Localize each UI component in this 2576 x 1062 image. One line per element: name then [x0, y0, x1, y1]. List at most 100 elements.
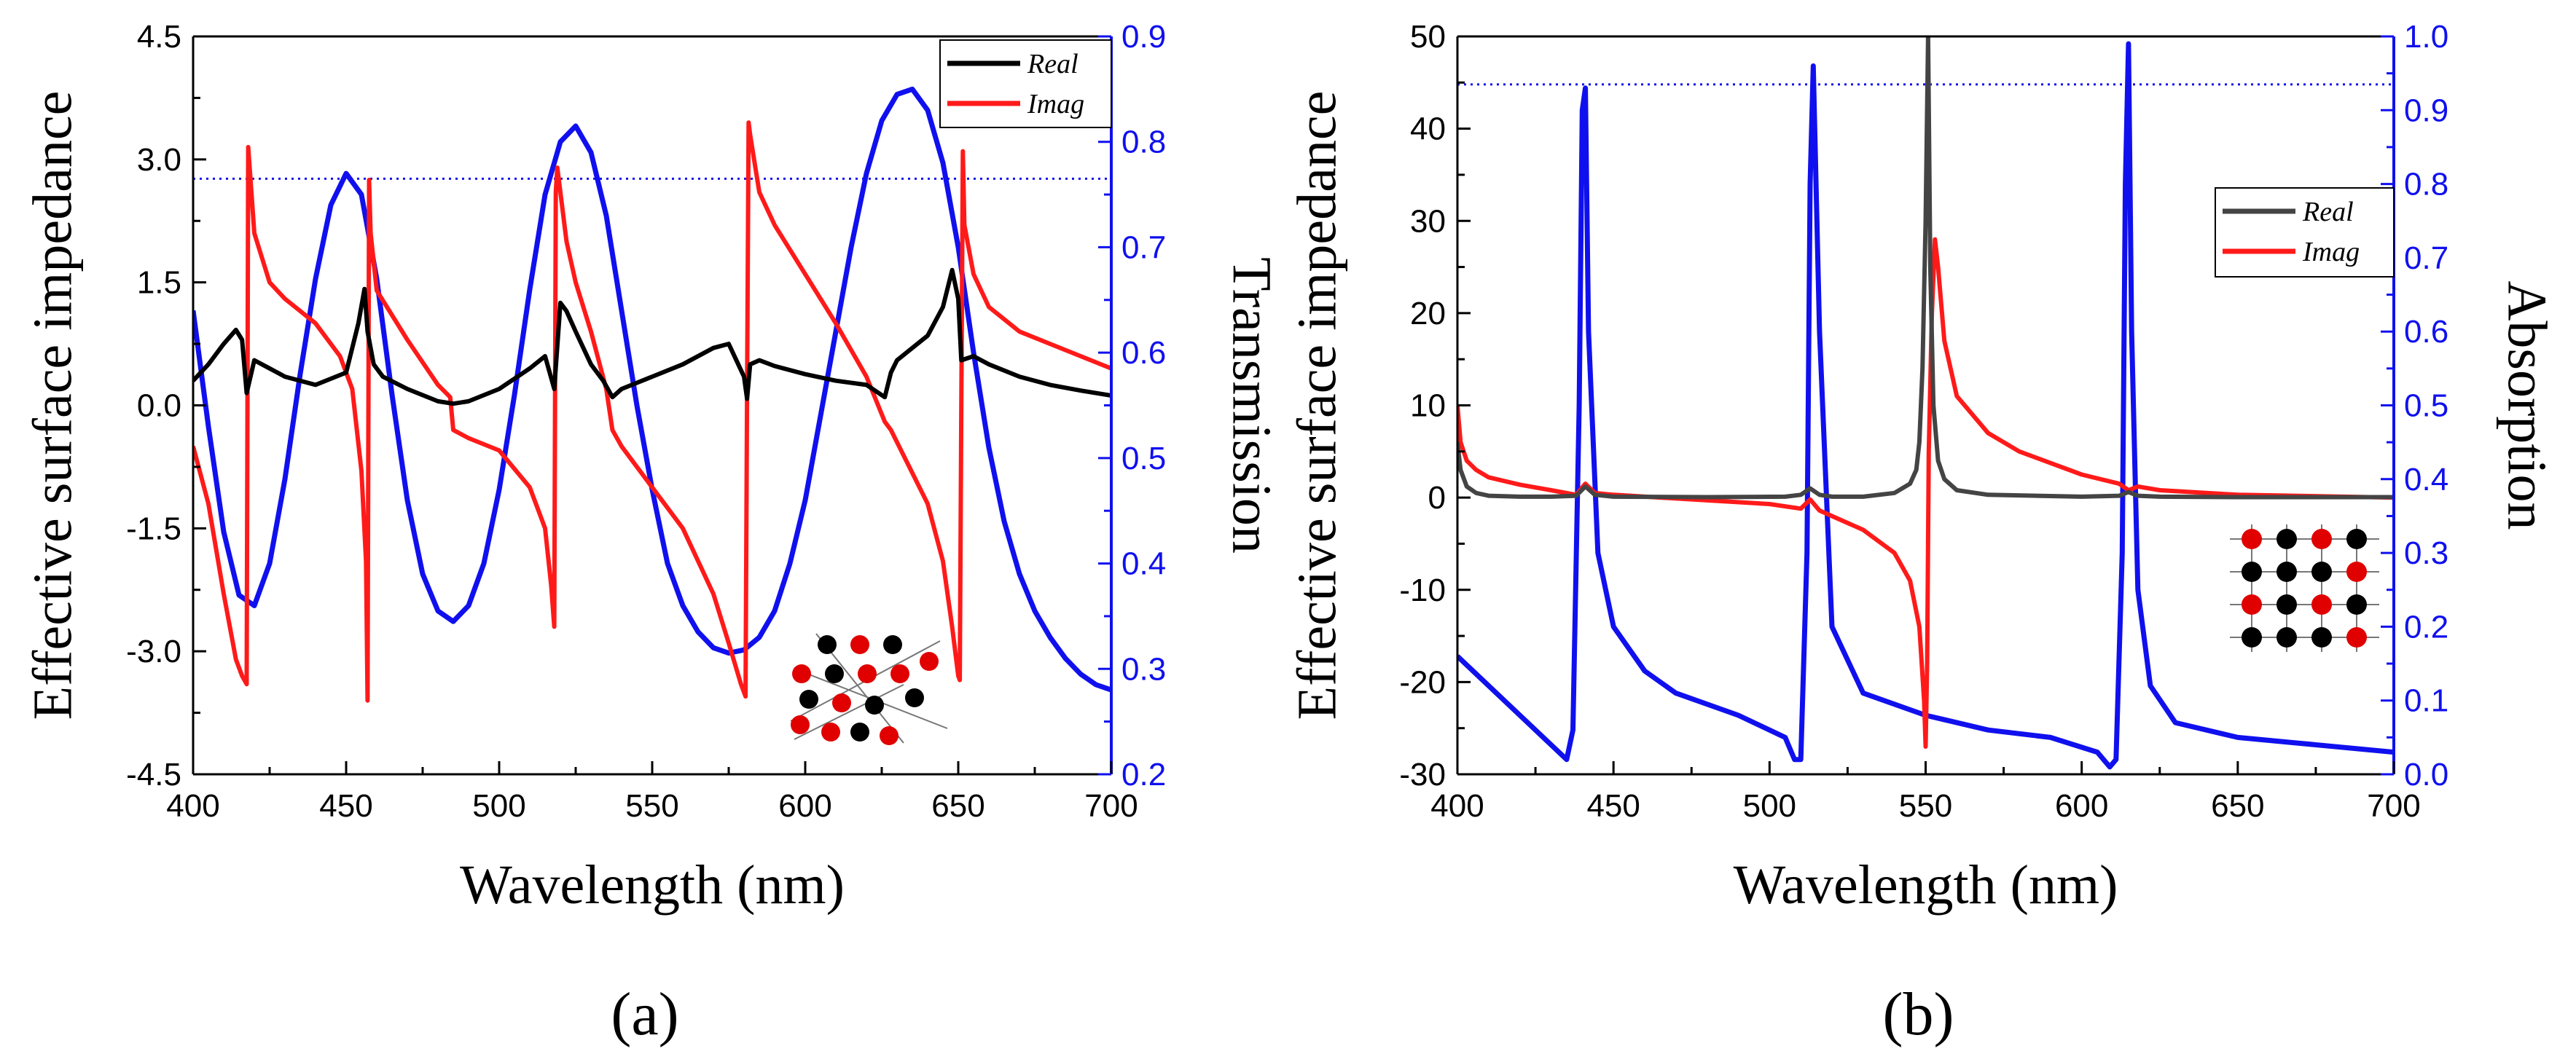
atom-red [791, 715, 810, 734]
y-tick-label: 50 [1410, 19, 1446, 55]
atom-red [880, 726, 899, 745]
y-tick-label: 20 [1410, 296, 1446, 331]
y2-tick-label: 0.9 [2404, 93, 2448, 128]
series-line-imag [193, 120, 1111, 703]
atom-black [2276, 529, 2297, 549]
y2-axis-title: Absorption [2497, 281, 2558, 530]
y2-tick-label: 0.4 [1121, 546, 1166, 582]
y2-tick-label: 0.9 [1121, 19, 1166, 55]
panel-label: (b) [1883, 980, 1954, 1048]
legend-box [939, 39, 1112, 128]
atom-red [2311, 529, 2332, 549]
atom-black [2311, 562, 2332, 582]
x-tick-label: 500 [1743, 788, 1796, 824]
atom-black [825, 664, 844, 683]
y-tick-label: 3.0 [137, 142, 181, 178]
y2-axis-title: Transmission [1221, 257, 1283, 554]
y-tick-label: 0 [1428, 480, 1446, 516]
y-tick-label: -10 [1399, 573, 1446, 608]
atom-red [2242, 594, 2262, 615]
x-tick-label: 700 [2367, 788, 2420, 824]
y-tick-label: -30 [1399, 757, 1446, 792]
x-tick-label: 550 [625, 788, 678, 824]
y2-tick-label: 0.3 [2404, 535, 2448, 571]
y2-tick-label: 0.8 [2404, 167, 2448, 202]
atom-red [890, 664, 909, 683]
x-tick-label: 400 [1430, 788, 1484, 824]
y-tick-label: -1.5 [126, 511, 181, 546]
atom-red [858, 664, 877, 683]
y-tick-label: 1.5 [137, 265, 181, 301]
atom-black [2276, 627, 2297, 648]
atom-red [821, 723, 840, 742]
y2-tick-label: 0.7 [1121, 229, 1166, 265]
atom-black [2242, 562, 2262, 582]
y2-tick-label: 0.5 [1121, 441, 1166, 476]
series-line-real [1457, 36, 2394, 500]
atom-black [2346, 529, 2367, 549]
lattice-bond [794, 684, 904, 740]
y-tick-label: 0.0 [137, 388, 181, 424]
atom-red [2346, 627, 2367, 648]
legend-label-imag: Imag [2302, 237, 2360, 267]
x-tick-label: 600 [778, 788, 831, 824]
atom-red [792, 664, 811, 683]
x-axis-title: Wavelength (nm) [460, 854, 845, 916]
y2-tick-label: 0.8 [1121, 125, 1166, 160]
legend-box [2215, 187, 2395, 278]
atom-black [2311, 627, 2332, 648]
y2-tick-label: 0.1 [2404, 683, 2448, 719]
y2-tick-label: 1.0 [2404, 19, 2448, 55]
y-axis-title: Effective surface impedance [22, 91, 83, 720]
y2-tick-label: 0.5 [2404, 388, 2448, 424]
atom-black [799, 690, 818, 709]
y2-tick-label: 0.2 [1121, 757, 1166, 792]
atom-red [920, 652, 939, 671]
chart-panel-a: 400 450 500 550 600 650 700 -4.5 -3.0 -1.5 0.0 1.5 3… [22, 19, 1282, 1048]
atom-black [818, 635, 837, 654]
atom-black [2346, 594, 2367, 615]
y2-tick-label: 0.6 [2404, 314, 2448, 350]
y-tick-label: -3.0 [126, 634, 181, 669]
x-tick-label: 500 [472, 788, 525, 824]
legend-label-real: Real [2302, 197, 2354, 227]
y-tick-label: -20 [1399, 664, 1446, 700]
y-tick-label: 30 [1410, 203, 1446, 239]
legend: Real Imag [939, 39, 1112, 128]
series-line-imag [1457, 237, 2394, 749]
series-line-real [193, 267, 1111, 406]
x-tick-label: 600 [2055, 788, 2108, 824]
lattice-inset-a [790, 633, 948, 745]
y-tick-label: 10 [1410, 388, 1446, 424]
legend-label-real: Real [1027, 49, 1078, 79]
x-tick-label: 650 [931, 788, 984, 824]
atom-black [883, 635, 902, 654]
x-tick-label: 400 [166, 788, 219, 824]
y2-tick-label: 0.4 [2404, 462, 2448, 497]
series-line-absorption [1457, 41, 2394, 770]
y2-tick-label: 0.3 [1121, 651, 1166, 687]
chart-panel-b: 400 450 500 550 600 650 700 -30 -20 -10 0 10 20 30 40 5… [1286, 19, 2557, 1048]
atom-black [2276, 594, 2297, 615]
atom-black [2242, 627, 2262, 648]
atom-red [2242, 529, 2262, 549]
x-tick-label: 700 [1084, 788, 1138, 824]
atom-black [905, 688, 924, 707]
panel-label: (a) [611, 980, 678, 1048]
x-tick-label: 450 [1586, 788, 1640, 824]
y2-tick-label: 0.2 [2404, 609, 2448, 645]
y2-tick-label: 0.0 [2404, 757, 2448, 792]
y2-tick-label: 0.7 [2404, 240, 2448, 276]
atom-black [2276, 562, 2297, 582]
atom-black [865, 696, 884, 715]
atom-red [2311, 594, 2332, 615]
x-tick-label: 550 [1899, 788, 1952, 824]
lattice-inset-b [2230, 524, 2379, 652]
y-axis-title: Effective surface impedance [1286, 91, 1347, 720]
atom-red [2346, 562, 2367, 582]
atom-red [850, 635, 869, 654]
x-tick-label: 450 [319, 788, 372, 824]
y-tick-label: -4.5 [126, 757, 181, 792]
legend: Real Imag [2215, 187, 2395, 278]
